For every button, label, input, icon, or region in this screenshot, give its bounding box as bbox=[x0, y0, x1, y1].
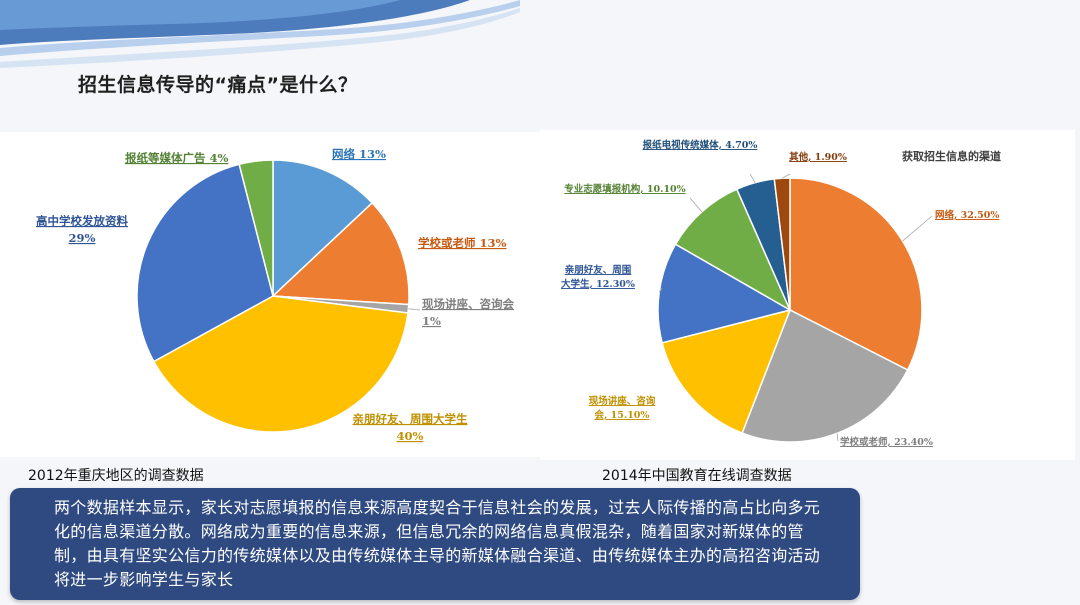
pie-2014-label-0: 网络, 32.50% bbox=[935, 209, 999, 221]
pie-2012-slice-5 bbox=[238, 159, 274, 297]
summary-box: 两个数据样本显示，家长对志愿填报的信息来源高度契合于信息社会的发展，过去人际传播… bbox=[10, 488, 860, 600]
pie-2014-leader-1 bbox=[836, 433, 839, 442]
pie-2014-label-2-line-1: 会, 15.10% bbox=[595, 409, 650, 421]
chart-2014-caption: 2014年中国教育在线调查数据 bbox=[602, 468, 792, 484]
pie-chart-2014: 获取招生信息的渠道 网络, 32.50% 学校或老师, 23.40% 现场讲座、咨询… bbox=[561, 139, 1001, 448]
pie-2012-label-2-line-0: 现场讲座、咨询会 bbox=[422, 297, 514, 311]
pie-2014-slice-6 bbox=[773, 177, 791, 311]
pie-2014-leader-5 bbox=[749, 173, 756, 183]
pie-2014-leader-0 bbox=[902, 215, 933, 242]
pie-2012-slice-3 bbox=[152, 295, 409, 433]
pie-2012-label-4-line-0: 高中学校发放资料 bbox=[36, 214, 128, 228]
pie-2014-label-4: 专业志愿填报机构, 10.10% bbox=[564, 183, 685, 195]
pie-2014-label-5: 报纸电视传统媒体, 4.70% bbox=[643, 139, 758, 151]
pie-2014-label-1: 学校或老师, 23.40% bbox=[840, 436, 933, 448]
chart-2012-caption: 2012年重庆地区的调查数据 bbox=[28, 468, 204, 484]
pie-2014-slice-1 bbox=[741, 308, 909, 443]
pie-2012-label-5: 报纸等媒体广告 4% bbox=[125, 151, 229, 165]
pie-2014-label-2-line-0: 现场讲座、咨询 bbox=[589, 395, 656, 407]
pie-2014-leader-3 bbox=[658, 287, 663, 293]
pie-2014-label-3-line-1: 大学生, 12.30% bbox=[561, 278, 635, 290]
pie-2014-leader-4 bbox=[689, 197, 703, 213]
chart-2012-panel: 网络 13% 学校或老师 13% 现场讲座、咨询会 1% 亲朋好友、周围大学生 40% 高中… bbox=[0, 132, 540, 457]
pie-2012-label-4-line-1: 29% bbox=[69, 231, 96, 245]
pie-2014-label-6: 其他, 1.90% bbox=[789, 151, 847, 163]
pie-2012-slice-0 bbox=[272, 159, 374, 298]
slide-title: 招生信息传导的“痛点”是什么？ bbox=[78, 74, 358, 96]
pie-2014-leader-6 bbox=[781, 173, 791, 179]
chart-2014-panel: 获取招生信息的渠道 网络, 32.50% 学校或老师, 23.40% 现场讲座、咨询… bbox=[540, 130, 1075, 460]
pie-2012-slice-1 bbox=[271, 201, 410, 306]
pie-2012-slice-4 bbox=[136, 163, 274, 363]
pie-chart-2012: 网络 13% 学校或老师 13% 现场讲座、咨询会 1% 亲朋好友、周围大学生 40% 高中… bbox=[36, 147, 514, 443]
pie-2012-label-3-line-0: 亲朋好友、周围大学生 bbox=[353, 412, 468, 426]
pie-2012-label-3-line-1: 40% bbox=[397, 429, 424, 443]
pie-2014-slice-2 bbox=[661, 308, 792, 435]
pie-2012-label-2-line-1: 1% bbox=[422, 314, 441, 328]
pie-2012-label-1: 学校或老师 13% bbox=[418, 236, 507, 250]
pie-2012-label-0: 网络 13% bbox=[332, 147, 386, 161]
header-wave-decoration bbox=[0, 0, 520, 68]
summary-text: 两个数据样本显示，家长对志愿填报的信息来源高度契合于信息社会的发展，过去人际传播… bbox=[54, 498, 821, 589]
pie-2014-slice-0 bbox=[789, 177, 923, 371]
pie-2014-label-3-line-0: 亲朋好友、周围 bbox=[565, 264, 632, 276]
chart-2014-title: 获取招生信息的渠道 bbox=[902, 149, 1001, 163]
pie-2014-slice-4 bbox=[674, 188, 792, 312]
pie-2012-leader-2 bbox=[408, 308, 421, 311]
